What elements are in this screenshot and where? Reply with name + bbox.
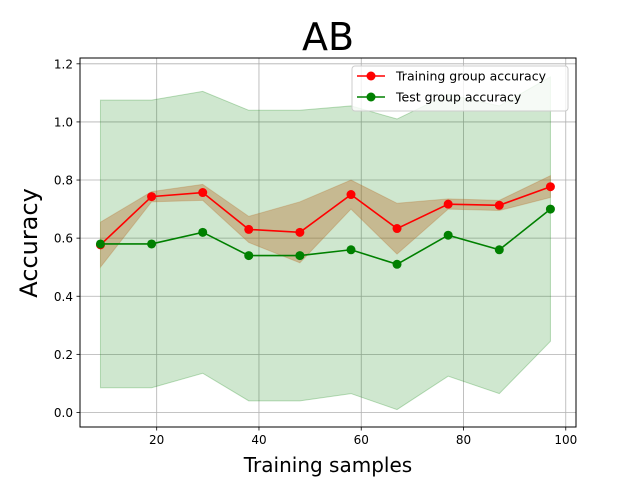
training-accuracy-point: [443, 199, 453, 209]
training-accuracy-point: [295, 227, 305, 237]
test-accuracy-point: [244, 251, 254, 261]
training-accuracy-point: [244, 224, 254, 234]
training-accuracy-band: [99, 174, 551, 269]
test-accuracy-band: [99, 76, 551, 411]
legend-label-test: Test group accuracy: [395, 90, 522, 105]
training-accuracy-point: [545, 182, 555, 192]
confidence-bands: [99, 76, 551, 411]
x-tick-label: 100: [554, 433, 577, 447]
test-accuracy-point: [545, 204, 555, 214]
x-tick-label: 80: [456, 433, 471, 447]
plot-frame: [79, 57, 577, 428]
test-accuracy-point: [295, 251, 305, 261]
x-axis-ticks: 20 40 60 80 100: [149, 427, 577, 447]
y-axis-ticks: 0.0 0.2 0.4 0.6 0.8 1.0 1.2: [54, 57, 80, 420]
x-tick-label: 40: [251, 433, 266, 447]
series-points: [95, 182, 555, 269]
y-tick-label: 0.0: [54, 406, 73, 420]
y-tick-label: 0.2: [54, 348, 73, 362]
chart-title: AB: [302, 15, 354, 59]
test-accuracy-point: [392, 259, 402, 269]
training-accuracy-point: [147, 192, 157, 202]
legend-marker-test: [366, 92, 376, 102]
training-accuracy-point: [346, 190, 356, 200]
y-tick-label: 1.2: [54, 57, 73, 71]
x-axis-label: Training samples: [243, 453, 412, 477]
y-tick-label: 0.4: [54, 290, 73, 304]
y-tick-label: 0.6: [54, 232, 73, 246]
legend-label-training: Training group accuracy: [395, 69, 547, 84]
training-accuracy-point: [494, 200, 504, 210]
training-accuracy-point: [198, 188, 208, 198]
legend-marker-training: [366, 71, 376, 81]
test-accuracy-point: [95, 239, 105, 249]
test-accuracy-point: [494, 245, 504, 255]
y-tick-label: 0.8: [54, 174, 73, 188]
training-accuracy-line: [99, 185, 551, 246]
series-lines: [99, 185, 551, 266]
grid: [80, 58, 576, 427]
x-tick-label: 20: [149, 433, 164, 447]
training-accuracy-point: [392, 224, 402, 234]
test-accuracy-point: [147, 239, 157, 249]
test-accuracy-point: [346, 245, 356, 255]
x-tick-label: 60: [354, 433, 369, 447]
test-accuracy-point: [443, 230, 453, 240]
test-accuracy-point: [198, 227, 208, 237]
legend-box: [351, 65, 569, 112]
legend: Training group accuracy Test group accur…: [351, 65, 569, 112]
y-tick-label: 1.0: [54, 115, 73, 129]
y-axis-label: Accuracy: [15, 188, 43, 298]
test-accuracy-line: [100, 208, 551, 266]
